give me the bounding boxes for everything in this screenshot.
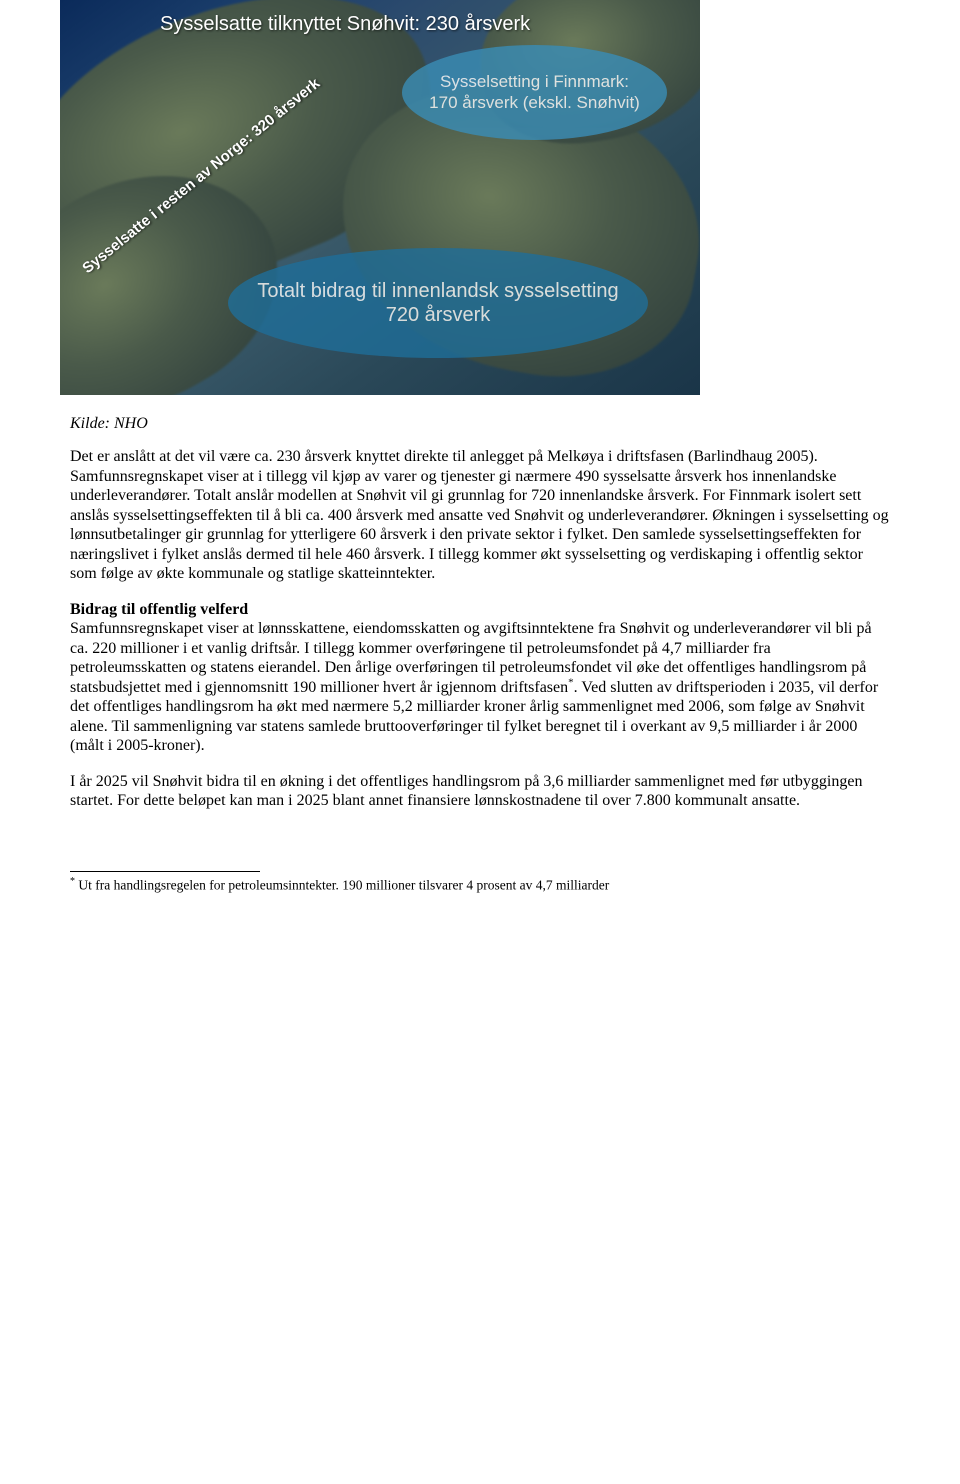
bubble-total: Totalt bidrag til innenlandsk sysselsett… bbox=[228, 248, 648, 358]
bubble-total-line1: Totalt bidrag til innenlandsk sysselsett… bbox=[257, 279, 618, 303]
footnote-separator bbox=[70, 871, 260, 872]
bubble-total-line2: 720 årsverk bbox=[386, 303, 491, 327]
paragraph-3: I år 2025 vil Snøhvit bidra til en øknin… bbox=[70, 772, 890, 811]
page-body: Kilde: NHO Det er anslått at det vil vær… bbox=[0, 415, 960, 933]
footnote: * Ut fra handlingsregelen for petroleums… bbox=[70, 876, 890, 894]
employment-infographic: Sysselsatte tilknyttet Snøhvit: 230 årsv… bbox=[60, 0, 700, 395]
bubble-finnmark: Sysselsetting i Finnmark: 170 årsverk (e… bbox=[402, 45, 667, 140]
bubble-finnmark-line2: 170 årsverk (ekskl. Snøhvit) bbox=[429, 93, 640, 113]
footnote-text: Ut fra handlingsregelen for petroleumsin… bbox=[75, 877, 609, 892]
bubble-finnmark-line1: Sysselsetting i Finnmark: bbox=[440, 72, 629, 92]
paragraph-1: Det er anslått at det vil være ca. 230 å… bbox=[70, 447, 890, 584]
section-heading-velferd: Bidrag til offentlig velferd bbox=[70, 601, 248, 618]
figure-source: Kilde: NHO bbox=[70, 415, 890, 433]
callout-title-snohvit: Sysselsatte tilknyttet Snøhvit: 230 årsv… bbox=[160, 13, 530, 36]
paragraph-2: Bidrag til offentlig velferd Samfunnsreg… bbox=[70, 600, 890, 756]
